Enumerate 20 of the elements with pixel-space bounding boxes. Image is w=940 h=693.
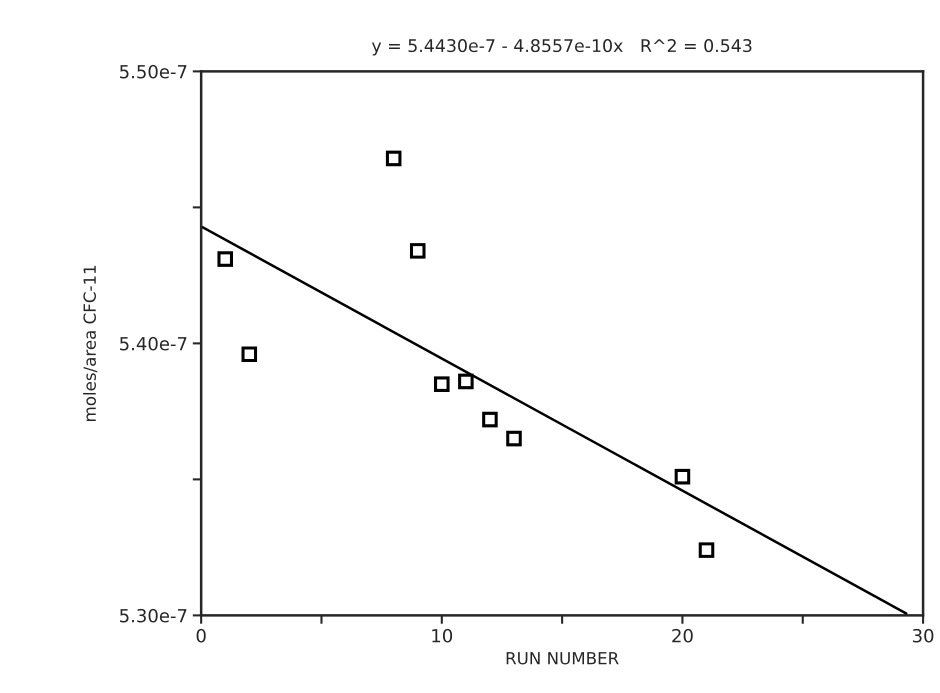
y-axis-title: moles/area CFC-11 [83, 266, 98, 421]
point [506, 430, 522, 446]
point [386, 150, 402, 166]
point [410, 243, 426, 259]
y-tick-label: 5.30e-7 [120, 608, 186, 622]
point [434, 376, 450, 392]
point [482, 412, 498, 428]
point [674, 468, 690, 484]
x-tick-label: 30 [912, 628, 934, 643]
x-tick-label: 20 [672, 628, 693, 643]
point [242, 346, 258, 362]
chart-title: y = 5.4430e-7 - 4.8557e-10x R^2 = 0.543 [372, 39, 752, 56]
x-tick-label: 10 [432, 628, 452, 643]
y-tick-label: 5.50e-7 [120, 64, 186, 78]
point [698, 542, 714, 558]
point [458, 374, 474, 390]
point [217, 251, 234, 267]
y-tick-label: 5.40e-7 [120, 336, 186, 350]
x-axis-title: RUN NUMBER [506, 652, 619, 665]
x-tick-label: 0 [196, 628, 206, 643]
